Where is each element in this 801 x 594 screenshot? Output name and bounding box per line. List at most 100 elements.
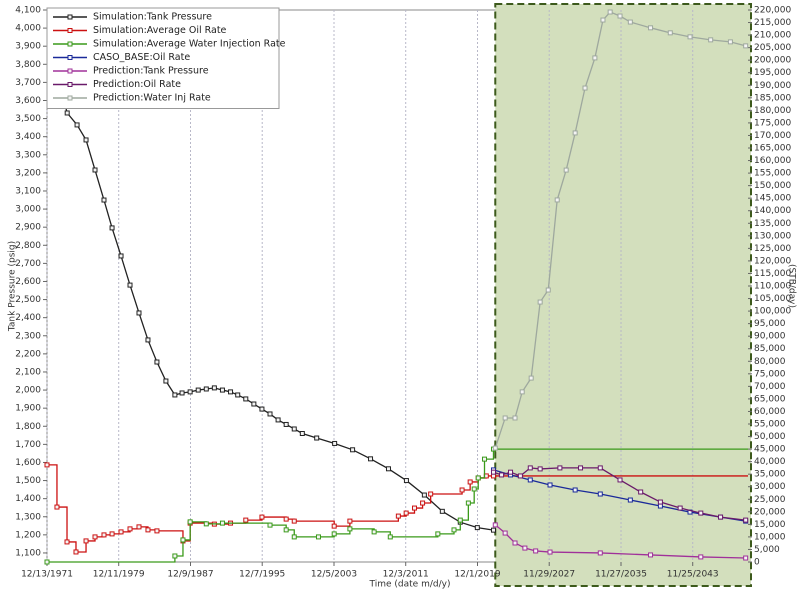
y-tick-label: 4,000 [15, 24, 41, 34]
point-marker [259, 514, 265, 520]
point-marker [136, 310, 142, 316]
y-tick-label: 1,800 [15, 422, 41, 432]
point-marker [187, 389, 193, 395]
point-marker [403, 510, 409, 516]
point-marker [607, 9, 613, 15]
point-marker [657, 503, 663, 509]
legend-label: Prediction:Oil Rate [93, 79, 181, 90]
series-line [494, 524, 746, 559]
point-marker [127, 526, 133, 532]
point-marker [537, 299, 543, 305]
y-tick-label: 2,600 [15, 277, 41, 287]
point-marker [74, 122, 80, 128]
y2-tick-label: 75,000 [754, 369, 786, 379]
point-marker [109, 531, 115, 537]
series-line [493, 467, 746, 521]
point-marker [243, 517, 249, 523]
point-marker [435, 531, 441, 537]
legend-label: Simulation:Average Oil Rate [93, 25, 227, 36]
point-marker [528, 375, 534, 381]
point-marker [465, 500, 471, 506]
legend-marker [67, 28, 73, 33]
y2-tick-label: 165,000 [754, 144, 791, 154]
point-marker [195, 387, 201, 393]
point-marker [527, 465, 533, 471]
y-tick-label: 3,200 [15, 168, 41, 178]
legend-marker [67, 82, 73, 87]
y2-tick-label: 0 [754, 558, 760, 568]
y2-tick-label: 80,000 [754, 357, 786, 367]
y-tick-label: 1,300 [15, 512, 41, 522]
point-marker [145, 337, 151, 343]
y2-tick-label: 110,000 [754, 282, 791, 292]
point-marker [172, 553, 178, 559]
y-tick-label: 3,100 [15, 186, 41, 196]
y-axis-title: Tank Pressure (psig) [8, 241, 18, 332]
point-marker [648, 25, 654, 31]
y2-tick-label: 50,000 [754, 432, 786, 442]
x-tick-label: 12/1/2019 [454, 570, 500, 580]
point-marker [332, 440, 338, 446]
point-marker [118, 529, 124, 535]
point-marker [44, 559, 50, 565]
y2-tick-label: 160,000 [754, 156, 791, 166]
point-marker [512, 415, 518, 421]
point-marker [211, 385, 217, 391]
point-marker [527, 477, 533, 483]
point-marker [412, 505, 418, 511]
point-marker [508, 469, 514, 475]
point-marker [467, 479, 473, 485]
point-marker [471, 486, 477, 492]
point-marker [572, 487, 578, 493]
legend-marker [67, 41, 73, 47]
point-marker [512, 540, 518, 546]
y-tick-label: 3,900 [15, 42, 41, 52]
y2-tick-label: 15,000 [754, 520, 786, 530]
point-marker [492, 522, 498, 528]
point-marker [708, 37, 714, 43]
point-marker [385, 466, 391, 472]
y2-tick-label: 145,000 [754, 194, 791, 204]
point-marker [331, 523, 337, 529]
point-marker [743, 43, 749, 49]
y2-tick-label: 45,000 [754, 445, 786, 455]
point-marker [154, 359, 160, 365]
y-tick-label: 1,400 [15, 494, 41, 504]
x-tick-label: 11/25/2043 [667, 570, 719, 580]
y-tick-label: 1,100 [15, 548, 41, 558]
legend-label: CASO_BASE:Oil Rate [93, 52, 190, 63]
y2-tick-label: 120,000 [754, 256, 791, 266]
point-marker [667, 30, 673, 36]
x-tick-label: 11/27/2035 [595, 570, 647, 580]
y-tick-label: 2,000 [15, 386, 41, 396]
y2-tick-label: 10,000 [754, 532, 786, 542]
point-marker [92, 167, 98, 173]
point-marker [557, 465, 563, 471]
point-marker [368, 456, 374, 462]
y-tick-label: 3,700 [15, 78, 41, 88]
point-marker [490, 527, 496, 533]
point-marker [627, 497, 633, 503]
point-marker [203, 386, 209, 392]
point-marker [482, 456, 488, 462]
y2-tick-label: 150,000 [754, 181, 791, 191]
point-marker [73, 549, 79, 555]
point-marker [347, 518, 353, 524]
point-marker [475, 475, 481, 481]
y2-tick-label: 195,000 [754, 68, 791, 78]
point-marker [522, 545, 528, 551]
point-marker [517, 473, 523, 479]
point-marker [499, 472, 505, 478]
point-marker [439, 508, 445, 514]
point-marker [127, 282, 133, 288]
y2-tick-label: 140,000 [754, 206, 791, 216]
x-tick-label: 12/11/1979 [93, 570, 145, 580]
point-marker [44, 462, 50, 468]
y2-tick-label: 85,000 [754, 344, 786, 354]
point-marker [597, 491, 603, 497]
legend-label: Simulation:Average Water Injection Rate [93, 39, 286, 50]
y-tick-label: 2,700 [15, 259, 41, 269]
point-marker [299, 431, 305, 437]
y2-tick-label: 190,000 [754, 81, 791, 91]
y2-tick-label: 130,000 [754, 231, 791, 241]
